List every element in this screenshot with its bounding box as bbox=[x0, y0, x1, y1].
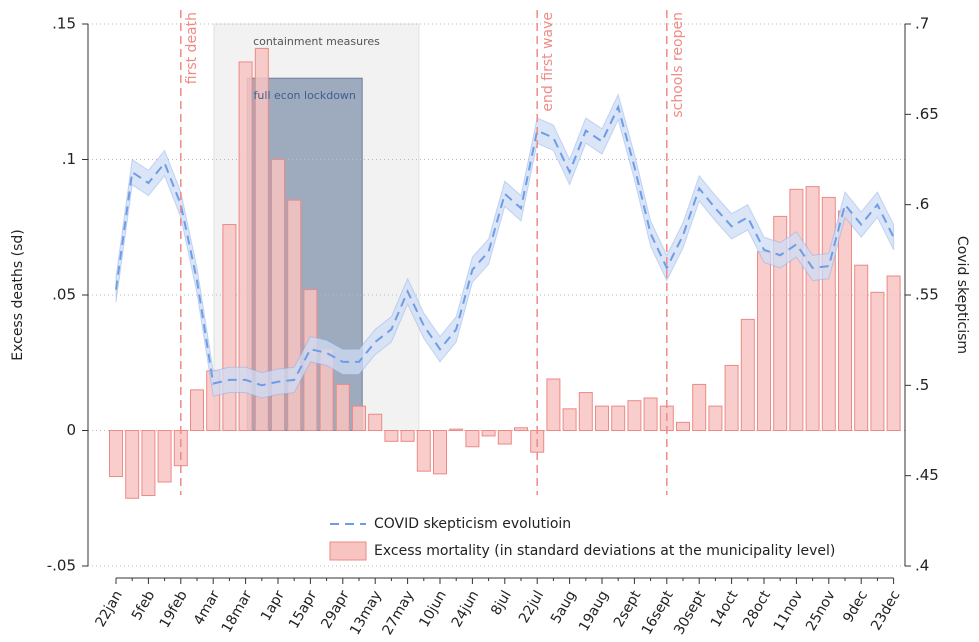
bar bbox=[514, 427, 528, 432]
x-tick-label: 10jun bbox=[416, 588, 450, 630]
x-tick-label: 18mar bbox=[219, 588, 256, 636]
y2-tick-label: .4 bbox=[915, 557, 929, 575]
bar bbox=[238, 61, 253, 431]
y-tick-label: 0 bbox=[66, 421, 76, 439]
bar bbox=[838, 210, 852, 431]
line bbox=[115, 104, 895, 387]
bar bbox=[821, 196, 836, 431]
y2-tick-label: .7 bbox=[915, 15, 929, 33]
bar bbox=[271, 159, 285, 431]
x-tick-label: 1apr bbox=[258, 588, 288, 624]
x-tick-label: 25nov bbox=[803, 588, 839, 634]
bar bbox=[757, 251, 771, 431]
legend-swatch bbox=[329, 541, 367, 561]
bar bbox=[627, 400, 642, 432]
bar bbox=[368, 413, 383, 431]
confidence-band bbox=[115, 93, 895, 399]
y2-tick-label: .65 bbox=[915, 105, 939, 123]
x-tick-label: 22jan bbox=[92, 588, 125, 630]
x-tick-label: 14oct bbox=[708, 588, 742, 631]
x-tick-label: 8jul bbox=[488, 588, 515, 618]
bar bbox=[692, 383, 707, 431]
y-tick-label: .05 bbox=[52, 286, 76, 304]
x-tick-label: 5feb bbox=[129, 588, 159, 623]
bar bbox=[222, 224, 237, 431]
bar bbox=[676, 421, 690, 431]
bar bbox=[708, 405, 723, 431]
x-tick-label: 5aug bbox=[548, 588, 579, 627]
x-tick-label: 15apr bbox=[286, 588, 320, 632]
x-tick-label: 19aug bbox=[576, 588, 612, 634]
bar bbox=[578, 392, 593, 431]
y-tick-label: -.05 bbox=[47, 557, 76, 575]
x-tick-label: 27may bbox=[380, 588, 418, 638]
annotation-label: first death bbox=[184, 12, 200, 84]
bar bbox=[854, 264, 869, 431]
bar bbox=[109, 430, 123, 478]
bar bbox=[546, 378, 561, 432]
y-tick-label: .1 bbox=[62, 150, 76, 168]
x-tick-label: 24jun bbox=[449, 588, 483, 630]
region-label: full econ lockdown bbox=[254, 89, 356, 102]
y2-tick-label: .55 bbox=[915, 286, 939, 304]
y-tick-label: .15 bbox=[52, 15, 76, 33]
bar bbox=[254, 47, 269, 431]
bar bbox=[643, 397, 658, 432]
bar bbox=[449, 428, 464, 431]
bar bbox=[173, 430, 188, 467]
y2-tick-label: .45 bbox=[915, 466, 939, 484]
x-tick-label: 30sept bbox=[671, 588, 709, 638]
x-tick-label: 11nov bbox=[771, 588, 807, 634]
bar bbox=[497, 430, 512, 445]
bar bbox=[465, 430, 480, 448]
x-tick-label: 9dec bbox=[840, 588, 871, 626]
annotation-label: schools reopen bbox=[670, 12, 686, 118]
bar bbox=[562, 408, 577, 432]
bar bbox=[352, 405, 366, 431]
bar bbox=[287, 199, 302, 431]
x-tick-label: 28oct bbox=[740, 588, 774, 631]
bar bbox=[141, 430, 156, 497]
bar bbox=[886, 275, 901, 431]
bar bbox=[157, 430, 172, 483]
bar bbox=[400, 430, 415, 442]
x-tick-label: 29apr bbox=[318, 588, 352, 632]
bar bbox=[870, 291, 885, 432]
bar bbox=[740, 318, 755, 432]
bar bbox=[805, 186, 820, 431]
y2-tick-label: .5 bbox=[915, 376, 929, 394]
bar bbox=[416, 430, 431, 472]
bar bbox=[789, 188, 804, 431]
y2-axis-label: Covid skepticism bbox=[954, 236, 970, 354]
x-tick-label: 4mar bbox=[191, 588, 223, 628]
x-tick-label: 22jul bbox=[516, 588, 547, 626]
bar bbox=[335, 383, 350, 431]
legend-label: COVID skepticism evolutioin bbox=[374, 516, 571, 532]
bar bbox=[481, 430, 496, 437]
y-axis-label: Excess deaths (sd) bbox=[10, 229, 26, 361]
legend-label: Excess mortality (in standard deviations… bbox=[374, 543, 835, 559]
bar bbox=[190, 389, 204, 432]
bar bbox=[384, 430, 399, 442]
region-label: containment measures bbox=[253, 35, 380, 48]
bar bbox=[433, 430, 447, 475]
y2-tick-label: .6 bbox=[915, 195, 929, 213]
bar bbox=[611, 405, 626, 431]
x-tick-label: 2sept bbox=[611, 588, 645, 630]
bar bbox=[724, 364, 739, 431]
bar bbox=[125, 430, 140, 499]
x-tick-label: 23dec bbox=[868, 588, 903, 633]
bar bbox=[595, 405, 609, 431]
bar bbox=[773, 215, 788, 431]
x-tick-label: 19feb bbox=[157, 588, 191, 631]
annotation-label: end first wave bbox=[540, 12, 556, 112]
